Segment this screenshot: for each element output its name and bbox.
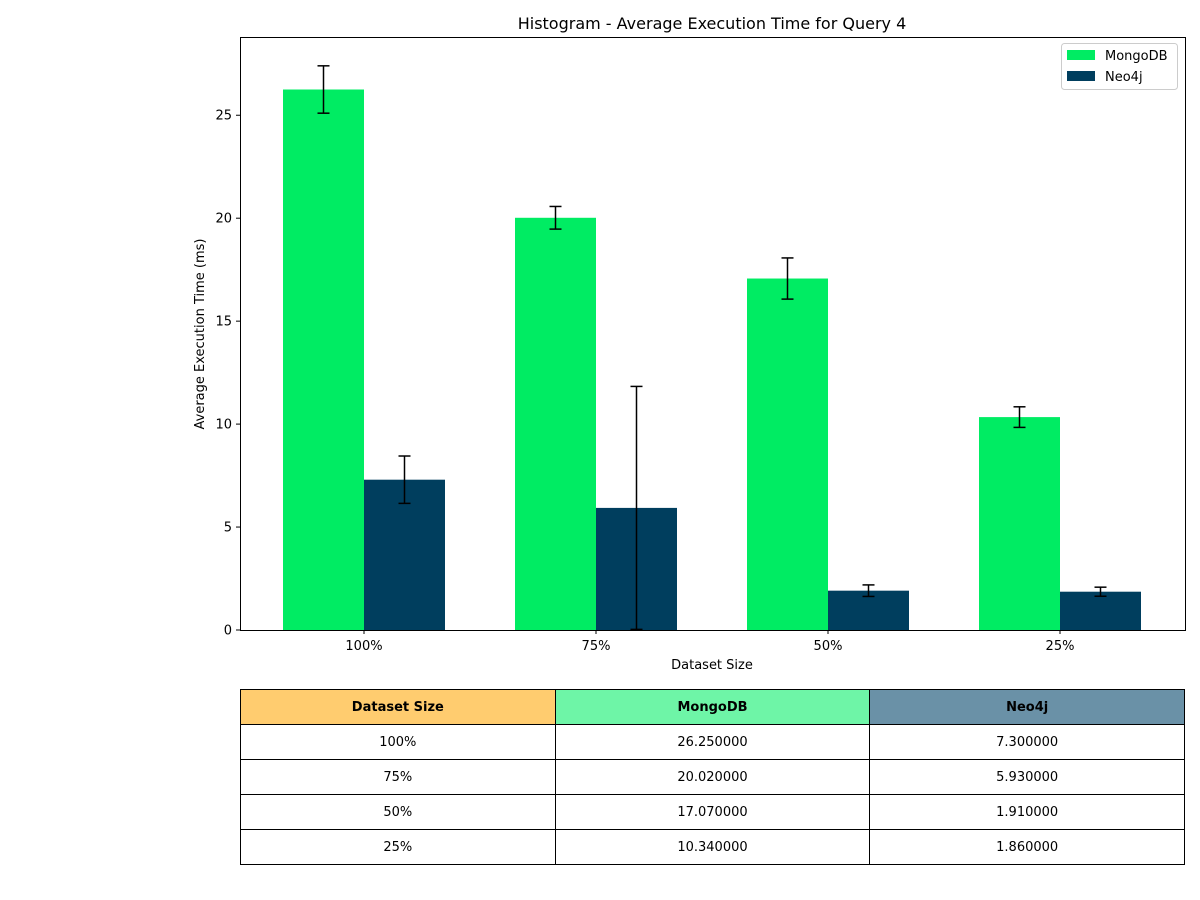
bar-mongodb-2 [747, 278, 828, 630]
y-tick-label: 0 [224, 624, 232, 639]
x-axis-ticks: 100% 75% 50% 25% [345, 630, 1074, 654]
table-cell: 75% [240, 759, 556, 795]
bar-neo4j-0 [364, 479, 445, 630]
header-neo4j: Neo4j [869, 689, 1185, 725]
header-dataset-size: Dataset Size [240, 689, 556, 725]
bars [283, 89, 1141, 631]
x-tick-label: 100% [345, 639, 382, 654]
table-cell: 25% [240, 829, 556, 865]
table-row: 25% 10.340000 1.860000 [240, 829, 1185, 865]
table-cell: 10.340000 [554, 829, 871, 865]
table-cell: 1.860000 [869, 829, 1185, 865]
legend-label-neo4j: Neo4j [1105, 70, 1143, 85]
y-tick-label: 10 [215, 418, 232, 433]
table-cell: 17.070000 [554, 794, 871, 830]
y-tick-label: 15 [215, 315, 232, 330]
table-cell: 20.020000 [554, 759, 871, 795]
plot-frame [240, 37, 1186, 631]
data-table: Dataset Size MongoDB Neo4j 100% 26.25000… [240, 689, 1185, 865]
x-tick-label: 50% [814, 639, 843, 654]
table-cell: 5.930000 [869, 759, 1185, 795]
y-tick-label: 20 [215, 212, 232, 227]
x-axis-label: Dataset Size [671, 658, 753, 673]
bar-neo4j-2 [828, 590, 909, 630]
y-axis-ticks: 0 5 10 15 20 25 [215, 109, 240, 639]
error-bars [317, 65, 1107, 631]
x-tick-label: 25% [1046, 639, 1075, 654]
header-mongodb: MongoDB [554, 689, 871, 725]
y-tick-label: 5 [224, 521, 232, 536]
x-tick-label: 75% [582, 639, 611, 654]
y-tick-label: 25 [215, 109, 232, 124]
bar-chart: Histogram - Average Execution Time for Q… [193, 14, 1186, 673]
legend-swatch-mongodb [1067, 50, 1095, 60]
table-cell: 50% [240, 794, 556, 830]
y-axis-label: Average Execution Time (ms) [193, 239, 208, 430]
legend-swatch-neo4j [1067, 71, 1095, 81]
chart-title: Histogram - Average Execution Time for Q… [518, 14, 907, 33]
table-row: 75% 20.020000 5.930000 [240, 759, 1185, 795]
table-cell: 7.300000 [869, 724, 1185, 760]
bar-mongodb-0 [283, 89, 364, 631]
legend: MongoDB Neo4j [1061, 43, 1178, 90]
table-header-row: Dataset Size MongoDB Neo4j [240, 689, 1185, 725]
legend-label-mongodb: MongoDB [1105, 49, 1168, 64]
table-cell: 1.910000 [869, 794, 1185, 830]
table-row: 50% 17.070000 1.910000 [240, 794, 1185, 830]
table-cell: 26.250000 [554, 724, 871, 760]
bar-neo4j-3 [1060, 591, 1141, 630]
bar-mongodb-1 [515, 217, 596, 630]
table-row: 100% 26.250000 7.300000 [240, 724, 1185, 760]
bar-mongodb-3 [979, 417, 1060, 630]
table-cell: 100% [240, 724, 556, 760]
